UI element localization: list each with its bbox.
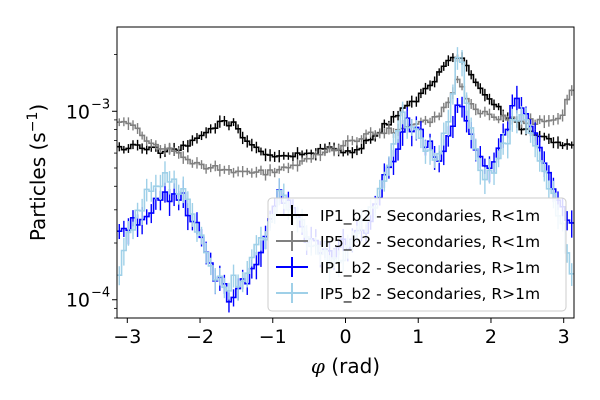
legend-label: IP1_b2 - Secondaries, R<1m — [320, 207, 540, 226]
y-tick-exponent: −4 — [91, 286, 110, 301]
x-tick-label: −1 — [259, 326, 287, 348]
y-tick-label: 10 — [66, 101, 90, 123]
y-tick-exponent: −3 — [91, 97, 110, 112]
series-2-step-line — [117, 79, 574, 174]
legend: IP1_b2 - Secondaries, R<1m IP5_b2 - Secon… — [268, 198, 566, 311]
x-tick-label: 1 — [412, 326, 424, 348]
legend-label: IP5_b2 - Secondaries, R>1m — [320, 285, 540, 304]
x-tick-label: 3 — [558, 326, 570, 348]
x-tick-label: 0 — [339, 326, 351, 348]
y-tick-label: 10 — [66, 290, 90, 312]
legend-label: IP1_b2 - Secondaries, R>1m — [320, 259, 540, 278]
x-tick-label: 2 — [485, 326, 497, 348]
y-axis-label: Particles (s−1) — [25, 104, 50, 241]
x-tick-label: −3 — [113, 326, 141, 348]
series-2 — [117, 76, 574, 181]
legend-label: IP5_b2 - Secondaries, R<1m — [320, 233, 540, 252]
x-axis-label: φ (rad) — [311, 354, 380, 378]
x-tick-label: −2 — [186, 326, 214, 348]
